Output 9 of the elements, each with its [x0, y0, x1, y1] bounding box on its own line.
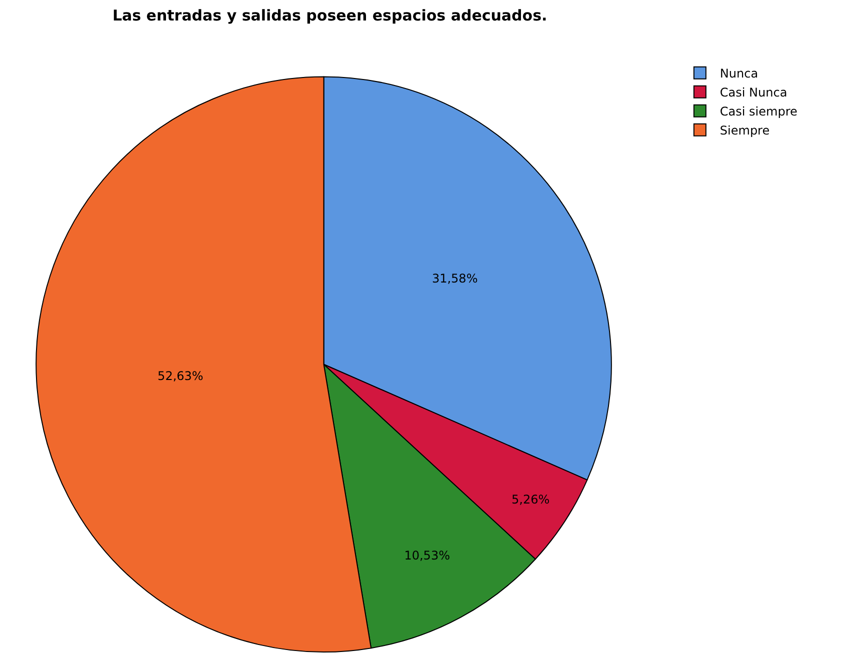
data-label: 5,26% — [511, 492, 550, 506]
legend-label: Casi Nunca — [720, 86, 788, 100]
data-label: 10,53% — [404, 548, 450, 562]
legend-label: Casi siempre — [720, 104, 798, 119]
data-label: 52,63% — [158, 369, 204, 384]
chart-title: Las entradas y salidas poseen espacios adecuados. — [112, 6, 548, 24]
legend-label: Nunca — [720, 66, 758, 81]
legend-label: Siempre — [720, 124, 770, 138]
data-label: 31,58% — [432, 272, 478, 286]
